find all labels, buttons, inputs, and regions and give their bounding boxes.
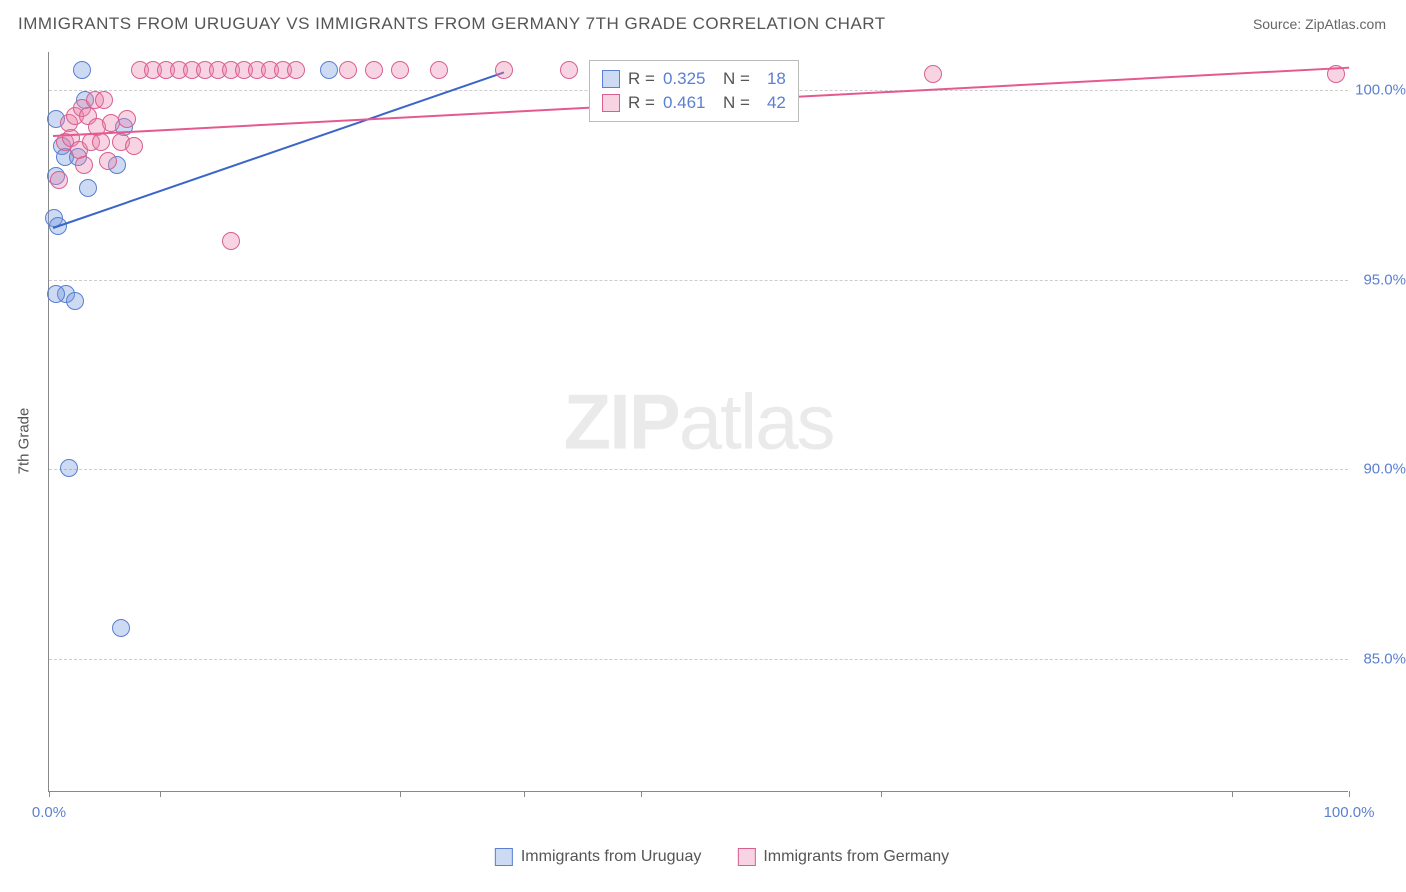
xtick xyxy=(1349,791,1350,797)
data-point xyxy=(92,133,110,151)
data-point xyxy=(73,61,91,79)
data-point xyxy=(365,61,383,79)
legend-label: Immigrants from Germany xyxy=(763,848,949,866)
data-point xyxy=(95,91,113,109)
xtick-label: 100.0% xyxy=(1324,804,1375,821)
gridline xyxy=(49,659,1348,660)
stats-row: R =0.325N =18 xyxy=(602,67,786,91)
data-point xyxy=(320,61,338,79)
legend-swatch xyxy=(602,94,620,112)
data-point xyxy=(112,619,130,637)
data-point xyxy=(50,171,68,189)
data-point xyxy=(495,61,513,79)
xtick xyxy=(881,791,882,797)
y-axis-label: 7th Grade xyxy=(16,408,33,475)
watermark: ZIPatlas xyxy=(563,376,833,467)
xtick xyxy=(524,791,525,797)
source-label: Source: ZipAtlas.com xyxy=(1253,16,1386,32)
data-point xyxy=(60,459,78,477)
data-point xyxy=(79,179,97,197)
xtick xyxy=(400,791,401,797)
gridline xyxy=(49,469,1348,470)
data-point xyxy=(430,61,448,79)
xtick xyxy=(49,791,50,797)
stats-box: R =0.325N =18R =0.461N =42 xyxy=(589,60,799,122)
data-point xyxy=(66,292,84,310)
gridline xyxy=(49,280,1348,281)
plot-area: ZIPatlas 85.0%90.0%95.0%100.0%0.0%100.0%… xyxy=(48,52,1348,792)
data-point xyxy=(99,152,117,170)
ytick-label: 85.0% xyxy=(1363,651,1406,668)
xtick xyxy=(1232,791,1233,797)
stats-row: R =0.461N =42 xyxy=(602,91,786,115)
legend-item: Immigrants from Germany xyxy=(737,848,949,866)
legend-swatch xyxy=(602,70,620,88)
xtick-label: 0.0% xyxy=(32,804,66,821)
legend-swatch xyxy=(737,848,755,866)
data-point xyxy=(125,137,143,155)
data-point xyxy=(75,156,93,174)
legend-swatch xyxy=(495,848,513,866)
xtick xyxy=(641,791,642,797)
legend: Immigrants from Uruguay Immigrants from G… xyxy=(495,848,949,866)
data-point xyxy=(924,65,942,83)
ytick-label: 90.0% xyxy=(1363,461,1406,478)
data-point xyxy=(287,61,305,79)
chart-title: IMMIGRANTS FROM URUGUAY VS IMMIGRANTS FR… xyxy=(18,14,886,34)
data-point xyxy=(391,61,409,79)
xtick xyxy=(160,791,161,797)
legend-item: Immigrants from Uruguay xyxy=(495,848,702,866)
data-point xyxy=(47,285,65,303)
data-point xyxy=(339,61,357,79)
data-point xyxy=(560,61,578,79)
legend-label: Immigrants from Uruguay xyxy=(521,848,702,866)
data-point xyxy=(118,110,136,128)
chart-container: 7th Grade ZIPatlas 85.0%90.0%95.0%100.0%… xyxy=(48,52,1396,830)
ytick-label: 95.0% xyxy=(1363,271,1406,288)
ytick-label: 100.0% xyxy=(1355,81,1406,98)
data-point xyxy=(222,232,240,250)
